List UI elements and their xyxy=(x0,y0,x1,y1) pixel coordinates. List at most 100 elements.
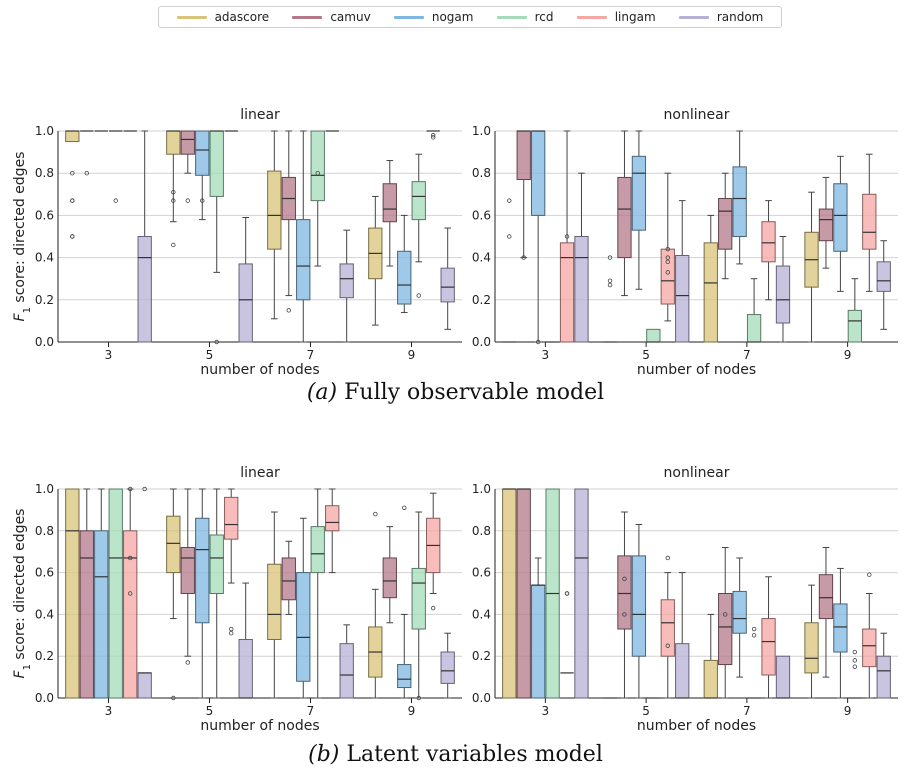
box-camuv xyxy=(281,540,296,615)
box-lingam xyxy=(761,576,776,699)
box-rcd xyxy=(545,488,560,699)
outlier-point xyxy=(607,278,613,284)
plot-title: linear xyxy=(240,107,280,123)
box-rect xyxy=(718,198,733,250)
x-tick-label: 7 xyxy=(307,348,315,362)
outlier-point xyxy=(665,246,670,252)
box-rcd xyxy=(848,649,862,699)
box-rect xyxy=(718,593,733,666)
y-tick-label: 0.4 xyxy=(472,251,491,265)
y-tick-label: 0.4 xyxy=(35,251,54,265)
box-lingam xyxy=(660,172,675,322)
box-rcd xyxy=(646,328,661,343)
box-lingam xyxy=(660,555,675,699)
y-tick-label: 0.2 xyxy=(472,293,491,307)
box-adascore xyxy=(703,214,718,343)
box-rect xyxy=(209,130,224,197)
x-axis-label: number of nodes xyxy=(637,362,756,378)
outlier-point xyxy=(128,486,133,492)
box-rect xyxy=(847,309,862,343)
box-rcd xyxy=(209,130,224,345)
box-rcd xyxy=(109,130,123,203)
legend-item-lingam: lingam xyxy=(576,10,656,24)
box-lingam xyxy=(123,486,138,699)
box-rect xyxy=(732,590,747,634)
box-rect xyxy=(631,155,647,231)
box-rect xyxy=(646,328,661,343)
box-rect xyxy=(137,672,152,699)
box-rect xyxy=(296,572,311,682)
x-tick-label: 9 xyxy=(844,348,852,362)
box-nogam xyxy=(531,557,546,699)
box-nogam xyxy=(195,488,210,699)
box-random xyxy=(574,172,589,343)
outlier-point xyxy=(185,198,190,203)
outlier-point xyxy=(867,572,872,577)
box-nogam xyxy=(833,155,848,292)
box-random xyxy=(440,227,455,330)
outlier-point xyxy=(665,555,670,561)
box-random xyxy=(775,655,791,699)
outlier-point xyxy=(171,189,176,195)
y-tick-label: 0.2 xyxy=(35,649,54,663)
x-tick-label: 3 xyxy=(542,704,550,718)
box-rect xyxy=(440,651,455,684)
box-adascore xyxy=(166,488,181,701)
outlier-point xyxy=(852,649,858,655)
x-tick-label: 9 xyxy=(408,704,416,718)
box-rect xyxy=(574,488,589,699)
x-tick-label: 7 xyxy=(307,704,315,718)
box-camuv xyxy=(818,176,834,269)
outlier-point xyxy=(507,234,512,239)
x-tick-label: 5 xyxy=(206,348,214,362)
box-random xyxy=(876,632,891,699)
box-rect xyxy=(267,170,282,250)
box-rect xyxy=(631,555,647,657)
box-rect xyxy=(166,130,181,155)
box-random xyxy=(675,200,690,343)
legend-item-random: random xyxy=(678,10,763,24)
y-tick-label: 0.0 xyxy=(472,335,491,349)
y-tick-label: 1.0 xyxy=(472,482,491,496)
outlier-point xyxy=(564,234,570,239)
box-rect xyxy=(267,563,282,640)
x-tick-label: 5 xyxy=(642,348,650,362)
box-random xyxy=(339,229,354,343)
box-lingam xyxy=(862,572,877,699)
box-nogam xyxy=(195,130,210,221)
box-adascore xyxy=(804,191,819,343)
box-adascore xyxy=(368,511,383,699)
plot-panel: 0.0 0.2 0.4 0.6 0.8 1.0 nonlinear number of nod… xyxy=(472,107,898,378)
box-rect xyxy=(238,263,253,343)
box-camuv xyxy=(382,160,397,267)
box-adascore xyxy=(804,584,819,699)
x-tick-label: 3 xyxy=(542,348,550,362)
outlier-point xyxy=(373,511,378,517)
legend-swatch xyxy=(176,15,207,19)
box-rect xyxy=(137,236,152,343)
box-lingam xyxy=(559,130,575,343)
plot-title: nonlinear xyxy=(664,107,730,123)
box-rcd xyxy=(411,511,426,701)
outlier-point xyxy=(171,695,176,701)
outlier-point xyxy=(665,255,670,260)
outlier-point xyxy=(852,658,858,663)
box-rcd xyxy=(310,130,325,267)
box-random xyxy=(574,488,589,699)
box-rect xyxy=(617,555,632,630)
caption-fully-observable: (a) Fully observable model xyxy=(0,380,911,405)
outlier-point xyxy=(416,695,421,701)
box-camuv xyxy=(79,488,94,699)
y-tick-label: 0.4 xyxy=(472,607,491,621)
box-camuv xyxy=(516,130,531,260)
box-rect xyxy=(310,130,325,202)
box-rect xyxy=(397,664,412,689)
box-camuv xyxy=(718,172,733,280)
box-rcd xyxy=(747,626,761,699)
box-rect xyxy=(761,618,776,676)
outlier-point xyxy=(431,135,436,140)
box-nogam xyxy=(94,488,109,699)
legend-item-camuv: camuv xyxy=(292,10,371,24)
outlier-point xyxy=(751,633,757,638)
box-nogam xyxy=(732,130,747,265)
